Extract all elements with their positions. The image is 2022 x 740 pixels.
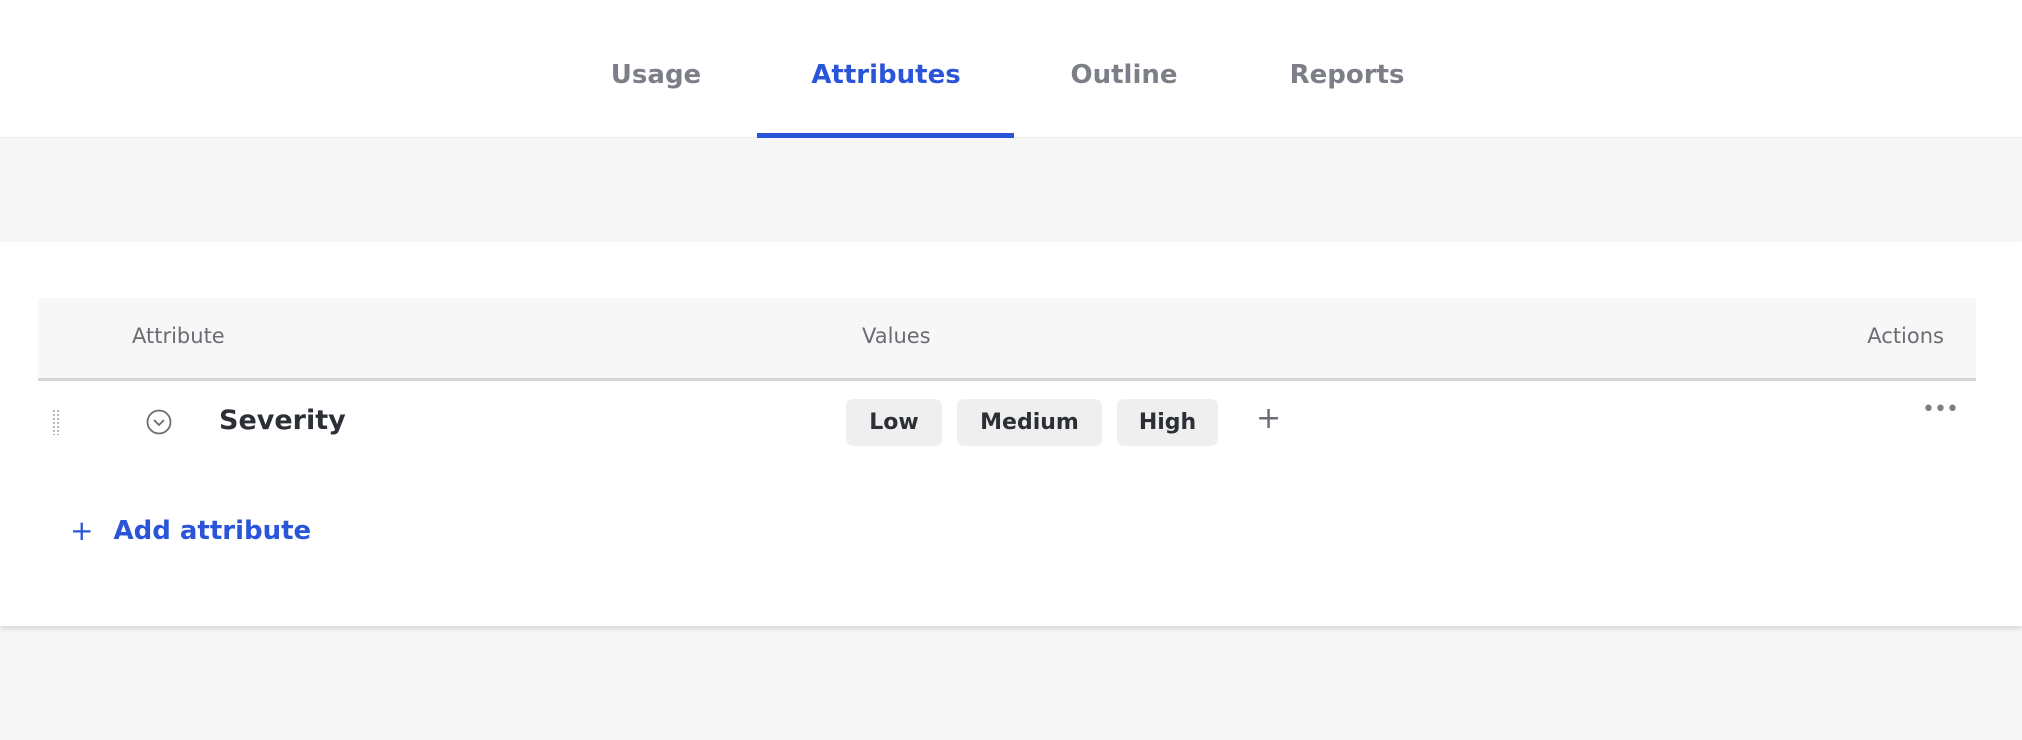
tab-bar: Usage Attributes Outline Reports	[0, 0, 2022, 138]
add-attribute-button[interactable]: + Add attribute	[70, 514, 311, 547]
tab-attributes[interactable]: Attributes	[811, 60, 961, 90]
header-attribute: Attribute	[132, 324, 225, 348]
tab-reports[interactable]: Reports	[1289, 60, 1405, 90]
attribute-name[interactable]: Severity	[219, 405, 346, 436]
plus-icon: +	[70, 514, 94, 547]
table-row: Severity Low Medium High + •••	[38, 381, 1976, 465]
add-value-button[interactable]: +	[1256, 401, 1282, 436]
value-chip-high[interactable]: High	[1117, 399, 1218, 446]
header-actions: Actions	[1867, 324, 1944, 348]
add-attribute-label: Add attribute	[113, 515, 312, 546]
header-values: Values	[862, 324, 931, 348]
value-chip-low[interactable]: Low	[846, 399, 942, 446]
chevron-down-circle-icon[interactable]	[146, 409, 172, 435]
table-header: Attribute Values Actions	[38, 298, 1976, 381]
attributes-card: Attribute Values Actions Severity Low Me…	[0, 242, 2022, 626]
drag-handle-icon[interactable]	[52, 409, 60, 435]
active-tab-indicator	[757, 133, 1014, 138]
tab-outline[interactable]: Outline	[1070, 60, 1178, 90]
more-actions-icon[interactable]: •••	[1922, 397, 1959, 422]
value-chip-medium[interactable]: Medium	[957, 399, 1102, 446]
tab-usage[interactable]: Usage	[610, 60, 702, 90]
